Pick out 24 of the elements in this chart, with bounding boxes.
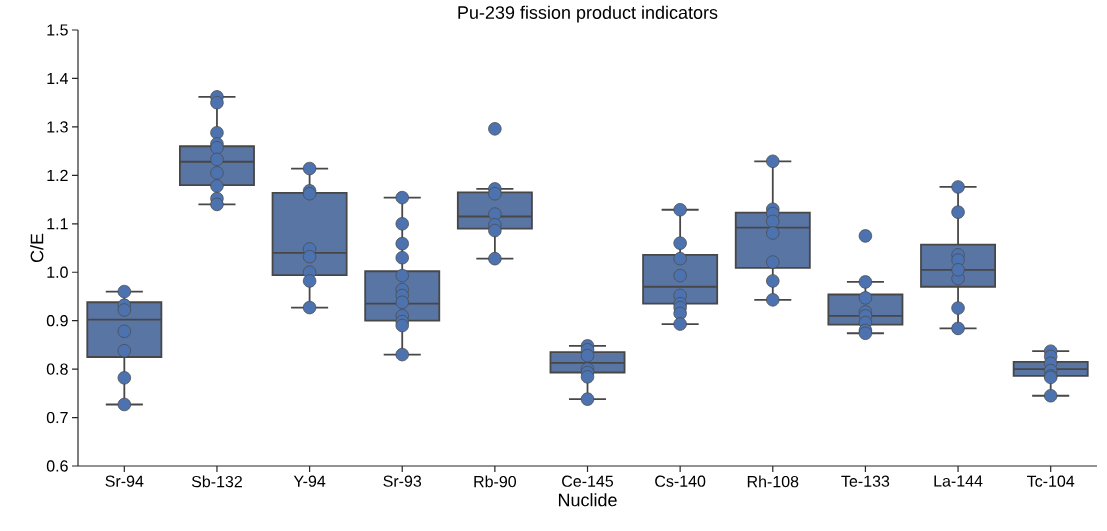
x-tick-label: La-144	[934, 475, 983, 487]
y-tick-label: 1.3	[47, 121, 68, 133]
x-tick-label: Rb-90	[474, 475, 517, 488]
y-tick-label: 1.4	[47, 72, 68, 84]
y-tick-label: 0.6	[46, 460, 68, 472]
x-tick-label: Rh-108	[747, 475, 799, 488]
y-tick-label: 1.2	[47, 169, 68, 181]
y-tick-label: 0.9	[46, 315, 68, 327]
y-tick-label: 1.0	[47, 266, 68, 278]
y-tick-label: 1.5	[47, 24, 68, 36]
x-tick-label: Sb-132	[191, 475, 242, 488]
x-axis-title: Nuclide	[558, 493, 617, 507]
x-tick-label: Sr-93	[383, 475, 422, 487]
x-tick-label: Cs-140	[655, 475, 706, 487]
chart-title: Pu-239 fission product indicators	[458, 5, 718, 23]
x-tick-label: Ce-145	[562, 475, 614, 487]
x-tick-label: Sr-94	[105, 475, 144, 487]
y-tick-label: 0.7	[46, 411, 68, 424]
y-axis-title: C/E	[30, 233, 44, 263]
y-tick-label: 0.8	[46, 363, 68, 375]
x-tick-label: Y-94	[293, 475, 326, 487]
x-tick-label: Te-133	[841, 475, 890, 487]
y-tick-label: 1.1	[47, 218, 68, 230]
x-tick-label: Tc-104	[1027, 475, 1075, 487]
